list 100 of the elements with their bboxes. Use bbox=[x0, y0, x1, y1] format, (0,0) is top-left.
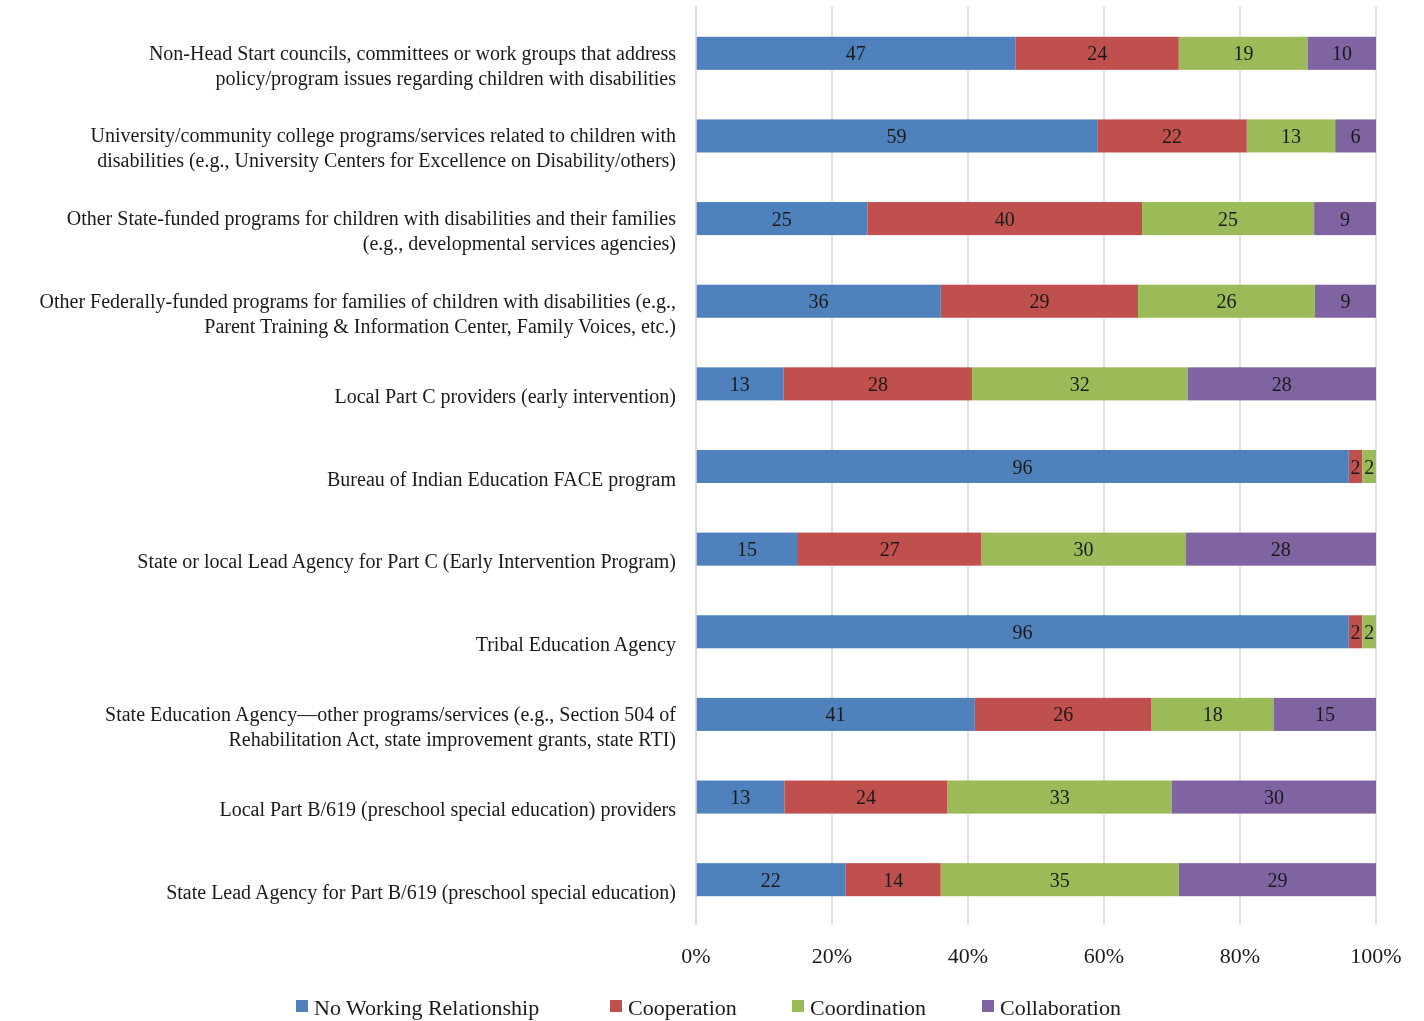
bar bbox=[1274, 697, 1376, 731]
bar bbox=[981, 532, 1186, 566]
legend-label: Coordination bbox=[810, 994, 927, 1020]
data-label: 18 bbox=[1202, 703, 1223, 726]
data-label: 2 bbox=[1364, 455, 1375, 478]
data-label: 32 bbox=[1069, 372, 1090, 395]
bar bbox=[1178, 863, 1376, 897]
x-tick-label: 60% bbox=[1083, 942, 1125, 968]
bar bbox=[696, 615, 1349, 649]
data-label: 22 bbox=[1162, 124, 1182, 147]
data-label: 36 bbox=[808, 290, 829, 313]
y-tick-label: Other State-funded programs for children with disabilities and their families (e.g., developmental services agencies) bbox=[66, 207, 677, 256]
data-label: 24 bbox=[1087, 42, 1108, 65]
bar bbox=[696, 449, 1349, 484]
y-tick-label: State or local Lead Agency for Part C (Early Intervention Program) bbox=[137, 550, 676, 574]
data-label: 19 bbox=[1233, 42, 1254, 65]
data-label: 9 bbox=[1340, 207, 1351, 230]
data-label: 10 bbox=[1332, 42, 1352, 65]
data-label: 2 bbox=[1350, 620, 1361, 643]
y-tick-label: Other Federally-funded programs for families of children with disabilities (e.g., Parent Training & Information Center, Family Voices, etc.) bbox=[39, 289, 676, 338]
bar bbox=[845, 863, 941, 897]
data-label: 28 bbox=[1271, 372, 1292, 395]
bar bbox=[1097, 119, 1247, 153]
x-tick-label: 40% bbox=[947, 942, 989, 968]
x-tick-label: 100% bbox=[1350, 942, 1402, 968]
bar bbox=[696, 697, 975, 731]
data-label: 2 bbox=[1364, 620, 1375, 643]
bar bbox=[1335, 119, 1376, 153]
bar bbox=[1151, 697, 1274, 731]
data-label: 30 bbox=[1073, 538, 1094, 561]
data-label: 15 bbox=[737, 538, 757, 561]
y-tick-label: Local Part B/619 (preschool special education) providers bbox=[219, 798, 677, 822]
bar bbox=[696, 780, 785, 814]
bar bbox=[696, 284, 941, 318]
bar bbox=[1172, 780, 1376, 814]
bar bbox=[1185, 532, 1376, 566]
bar bbox=[1178, 36, 1308, 70]
x-tick-label: 0% bbox=[681, 942, 711, 968]
data-label: 35 bbox=[1049, 868, 1070, 891]
bar bbox=[696, 119, 1098, 153]
x-tick-label: 80% bbox=[1219, 942, 1261, 968]
bar bbox=[696, 202, 868, 236]
y-tick-label: State Lead Agency for Part B/619 (preschool special education) bbox=[166, 880, 676, 904]
bar bbox=[974, 697, 1152, 731]
bar bbox=[1308, 36, 1376, 70]
bar bbox=[696, 863, 846, 897]
bar bbox=[696, 36, 1016, 70]
data-label: 13 bbox=[1281, 124, 1301, 147]
data-label: 9 bbox=[1340, 290, 1351, 313]
x-tick-label: 20% bbox=[811, 942, 853, 968]
bar bbox=[1015, 36, 1179, 70]
data-label: 33 bbox=[1049, 786, 1070, 809]
y-tick-label: Non-Head Start councils, committees or work groups that address policy/program issues regarding children with disabilities bbox=[148, 41, 677, 90]
bar bbox=[1138, 284, 1315, 318]
data-label: 30 bbox=[1264, 786, 1284, 809]
bar bbox=[867, 202, 1143, 236]
bar bbox=[940, 284, 1138, 318]
y-tick-label: Local Part C providers (early intervention) bbox=[334, 384, 676, 408]
data-label: 14 bbox=[883, 868, 904, 891]
data-label: 13 bbox=[730, 786, 751, 809]
bar bbox=[1314, 284, 1376, 318]
data-label: 59 bbox=[886, 124, 907, 147]
data-label: 22 bbox=[760, 868, 781, 891]
bar bbox=[1314, 202, 1376, 236]
data-label: 47 bbox=[845, 42, 866, 65]
bar bbox=[696, 367, 784, 401]
legend-label: Cooperation bbox=[628, 994, 737, 1020]
bar bbox=[947, 780, 1172, 814]
data-label: 96 bbox=[1012, 455, 1033, 478]
data-label: 24 bbox=[856, 786, 876, 809]
data-label: 29 bbox=[1267, 868, 1288, 891]
data-label: 28 bbox=[867, 372, 888, 395]
data-label: 26 bbox=[1053, 703, 1074, 726]
data-label: 29 bbox=[1029, 290, 1050, 313]
data-label: 15 bbox=[1315, 703, 1335, 726]
data-label: 40 bbox=[994, 207, 1015, 230]
data-label: 27 bbox=[879, 538, 900, 561]
data-label: 96 bbox=[1012, 620, 1033, 643]
bar bbox=[783, 367, 973, 401]
bar bbox=[1246, 119, 1336, 153]
data-label: 25 bbox=[771, 207, 792, 230]
bar bbox=[940, 863, 1179, 897]
y-tick-label: Tribal Education Agency bbox=[475, 632, 676, 656]
data-label: 13 bbox=[729, 372, 750, 395]
bar bbox=[798, 532, 982, 566]
data-label: 25 bbox=[1218, 207, 1239, 230]
data-label: 26 bbox=[1216, 290, 1237, 313]
y-tick-label: Bureau of Indian Education FACE program bbox=[327, 467, 677, 491]
legend-label: No Working Relationship bbox=[314, 994, 540, 1020]
data-label: 28 bbox=[1270, 538, 1291, 561]
data-label: 6 bbox=[1350, 124, 1361, 147]
bar bbox=[784, 780, 948, 814]
data-label: 2 bbox=[1350, 455, 1361, 478]
data-label: 41 bbox=[825, 703, 846, 726]
legend-label: Collaboration bbox=[1000, 994, 1121, 1020]
y-tick-label: State Education Agency—other programs/services (e.g., Section 504 of Rehabilitation Act, state improvement grants, state RTI) bbox=[105, 702, 677, 751]
bar bbox=[1187, 367, 1376, 401]
bar bbox=[1142, 202, 1315, 236]
y-tick-label: University/community college programs/services related to children with disabilities (e.g., University Centers for Excellence on Disability/others) bbox=[90, 124, 676, 173]
bar bbox=[696, 532, 798, 566]
